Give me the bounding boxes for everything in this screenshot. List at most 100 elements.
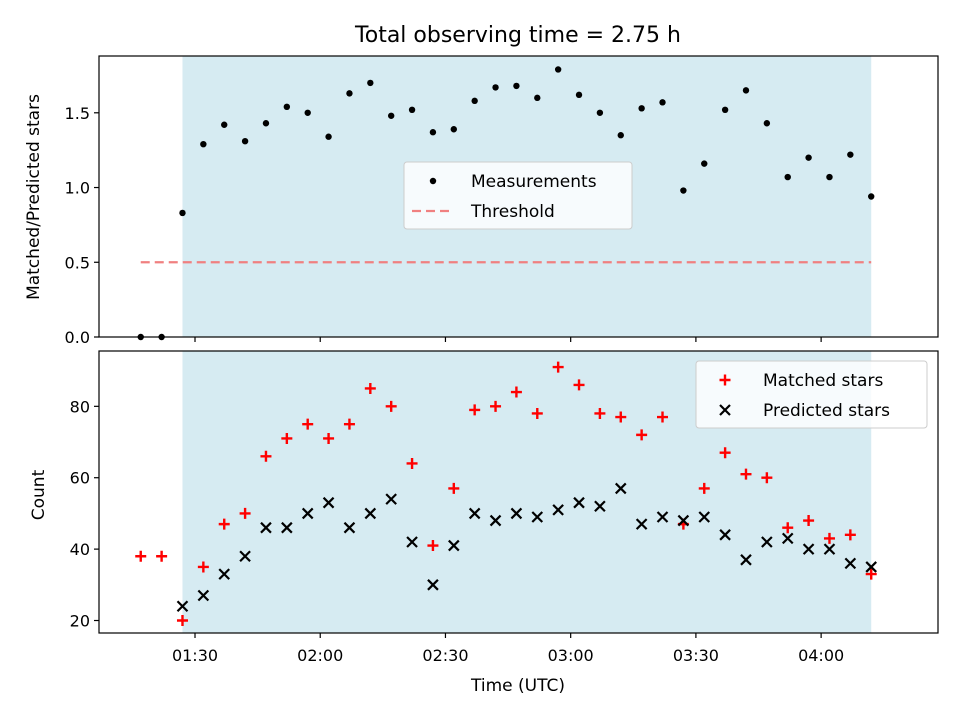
- matched-stars-point: [615, 411, 627, 423]
- measurement-point: [408, 106, 416, 114]
- predicted-stars-point: [468, 507, 481, 520]
- matched-stars-point: [865, 568, 877, 580]
- y-tick-label: 0.0: [65, 328, 90, 347]
- predicted-stars-point: [677, 514, 690, 527]
- measurement-point: [742, 87, 750, 94]
- predicted-stars-point: [510, 507, 523, 520]
- predicted-stars-point: [594, 500, 606, 513]
- measurement-point: [346, 90, 353, 97]
- matched-stars-point: [740, 468, 752, 480]
- predicted-stars-point: [698, 511, 711, 523]
- axes-frame: [98, 55, 939, 338]
- measurement-point: [826, 173, 833, 181]
- y-tick-label: 1.0: [65, 179, 90, 198]
- measurement-point: [492, 84, 499, 91]
- measurement-point: [847, 151, 854, 158]
- predicted-stars-point: [218, 568, 231, 580]
- measurement-point: [554, 66, 562, 73]
- legend-measurement-swatch: [429, 177, 437, 185]
- measurement-point: [429, 129, 437, 136]
- matched-stars-point: [427, 540, 439, 552]
- predicted-stars-point: [781, 532, 794, 545]
- predicted-stars-point: [281, 521, 293, 534]
- x-tick-label: 04:00: [798, 646, 844, 665]
- predicted-stars-point: [427, 579, 439, 591]
- y-tick-label: 80: [70, 397, 90, 416]
- legend-label: Matched stars: [763, 371, 883, 391]
- measurement-point: [680, 187, 687, 194]
- predicted-stars-point: [740, 554, 752, 566]
- predicted-stars-point: [385, 493, 397, 505]
- matched-stars-point: [448, 482, 460, 494]
- x-tick-label: 02:30: [422, 646, 468, 665]
- matched-stars-point: [594, 407, 606, 419]
- predicted-stars-point: [301, 507, 314, 520]
- measurement-point: [534, 94, 541, 102]
- legend: Measurements Threshold: [403, 161, 633, 230]
- chart-title: Total observing time = 2.75 h: [354, 23, 681, 48]
- matched-stars-point: [260, 450, 272, 462]
- matched-stars-point: [239, 507, 251, 519]
- matched-stars-point: [281, 432, 293, 444]
- predicted-stars-point: [844, 557, 857, 570]
- x-tick-label: 01:30: [172, 646, 218, 665]
- predicted-stars-point: [719, 529, 731, 541]
- x-tick-label: 03:30: [673, 646, 719, 665]
- predicted-stars-point: [343, 521, 356, 534]
- y-tick-label: 20: [70, 612, 90, 631]
- predicted-stars-point: [406, 536, 418, 548]
- predicted-stars-point: [364, 507, 377, 520]
- predicted-stars-point: [802, 543, 815, 555]
- legend-box: [695, 360, 928, 429]
- y-tick-label: 60: [70, 469, 90, 488]
- predicted-stars-point: [614, 482, 627, 495]
- matched-stars-point: [323, 432, 335, 444]
- matched-stars-point: [552, 361, 564, 373]
- top-panel: 0.0 0.5 1.0 1.5 Measurements Threshold: [65, 55, 939, 347]
- measurement-point: [262, 120, 270, 127]
- y-tick-label: 40: [70, 540, 90, 559]
- matched-stars-point: [844, 529, 856, 541]
- measurement-point: [575, 91, 583, 99]
- matched-stars-point: [490, 400, 502, 412]
- matched-stars-point: [197, 561, 209, 573]
- measurement-point: [304, 109, 311, 116]
- matched-stars-point: [364, 382, 376, 394]
- legend-label: Predicted stars: [763, 401, 890, 421]
- matched-stars-point: [406, 457, 418, 469]
- x-tick-label: 02:00: [297, 646, 343, 665]
- predicted-stars-point: [531, 511, 544, 523]
- predicted-stars-point: [239, 550, 251, 563]
- legend-label: Measurements: [471, 172, 597, 192]
- predicted-stars-point: [197, 589, 210, 602]
- predicted-stars-point: [823, 543, 836, 555]
- matched-stars-point: [135, 550, 147, 562]
- measurement-point: [200, 140, 207, 148]
- measurement-point: [638, 105, 645, 112]
- measurement-point: [471, 97, 478, 105]
- predicted-stars-point: [865, 561, 877, 573]
- y-tick-label: 1.5: [65, 104, 90, 123]
- matched-stars-point: [156, 550, 168, 562]
- top-ylabel: Matched/Predicted stars: [24, 94, 44, 300]
- predicted-stars-point: [448, 539, 460, 552]
- predicted-stars-point: [761, 536, 773, 548]
- matched-stars-point: [176, 615, 188, 627]
- matched-stars-point: [469, 404, 481, 416]
- y-tick-label: 0.5: [65, 253, 90, 272]
- measurement-point: [868, 193, 875, 200]
- matched-stars-point: [719, 447, 731, 459]
- predicted-stars-point: [176, 600, 189, 613]
- bottom-panel: 20 40 60 80 01:30 02:00 02:30 03:00 03:30 04:00 Ma…: [70, 350, 939, 665]
- legend-predicted-swatch: [719, 404, 731, 416]
- axes-frame: [98, 350, 939, 634]
- predicted-stars-point: [322, 496, 335, 509]
- measurement-point: [763, 120, 771, 127]
- predicted-stars-point: [656, 511, 669, 523]
- measurement-point: [805, 154, 812, 161]
- matched-stars-point: [657, 411, 669, 423]
- measurement-point: [513, 82, 520, 90]
- measurement-point: [617, 132, 624, 139]
- measurement-point: [387, 112, 395, 119]
